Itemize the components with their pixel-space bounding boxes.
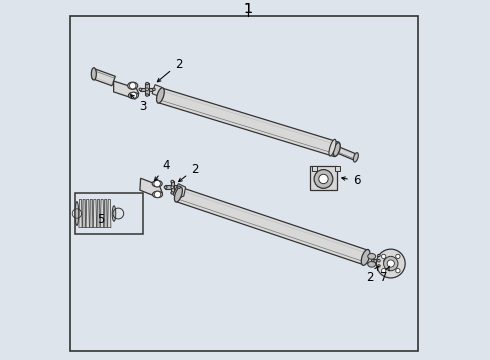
- Polygon shape: [97, 199, 100, 228]
- Ellipse shape: [139, 88, 142, 90]
- Polygon shape: [86, 199, 89, 228]
- Text: 1: 1: [244, 2, 252, 16]
- Text: 7: 7: [380, 266, 390, 284]
- Polygon shape: [114, 81, 139, 99]
- Circle shape: [382, 269, 386, 273]
- Polygon shape: [173, 184, 186, 199]
- Circle shape: [396, 269, 400, 273]
- Bar: [372, 259, 385, 262]
- Text: 2: 2: [157, 58, 182, 82]
- Polygon shape: [79, 199, 82, 228]
- Ellipse shape: [152, 191, 163, 198]
- Polygon shape: [104, 199, 107, 228]
- Bar: [312, 166, 317, 171]
- Bar: [171, 181, 174, 193]
- Ellipse shape: [171, 192, 173, 194]
- Ellipse shape: [128, 92, 139, 99]
- Circle shape: [387, 260, 394, 267]
- Ellipse shape: [178, 186, 180, 188]
- Ellipse shape: [361, 249, 370, 265]
- Polygon shape: [100, 199, 104, 228]
- Polygon shape: [108, 199, 111, 228]
- Ellipse shape: [146, 94, 148, 96]
- Ellipse shape: [164, 186, 167, 188]
- Ellipse shape: [152, 180, 162, 187]
- Circle shape: [319, 174, 328, 184]
- Polygon shape: [336, 147, 357, 160]
- Ellipse shape: [329, 139, 336, 156]
- Polygon shape: [140, 178, 162, 197]
- Ellipse shape: [378, 265, 380, 267]
- Ellipse shape: [91, 68, 97, 80]
- Ellipse shape: [156, 88, 164, 103]
- Circle shape: [382, 254, 386, 258]
- Text: 1: 1: [244, 2, 252, 16]
- Circle shape: [384, 256, 398, 271]
- Bar: [377, 255, 380, 266]
- Text: 2: 2: [179, 163, 198, 181]
- Ellipse shape: [152, 88, 155, 90]
- Bar: [335, 166, 341, 171]
- Ellipse shape: [174, 187, 182, 202]
- Ellipse shape: [75, 202, 79, 225]
- Circle shape: [130, 92, 137, 99]
- Circle shape: [378, 259, 380, 262]
- Polygon shape: [92, 69, 115, 86]
- Polygon shape: [158, 88, 339, 157]
- Ellipse shape: [353, 153, 358, 162]
- Bar: [75, 193, 144, 234]
- Ellipse shape: [128, 82, 138, 89]
- Bar: [146, 84, 149, 95]
- Ellipse shape: [171, 180, 173, 183]
- Ellipse shape: [333, 143, 340, 156]
- Polygon shape: [176, 187, 368, 265]
- Bar: [165, 185, 179, 189]
- Ellipse shape: [368, 261, 376, 267]
- Polygon shape: [82, 199, 86, 228]
- Text: 2: 2: [367, 266, 378, 284]
- Text: 3: 3: [131, 95, 146, 113]
- Bar: [140, 87, 154, 91]
- Bar: [310, 166, 337, 190]
- Circle shape: [376, 249, 405, 278]
- Circle shape: [154, 180, 160, 187]
- Ellipse shape: [146, 82, 148, 85]
- Polygon shape: [152, 85, 163, 95]
- Polygon shape: [364, 254, 374, 265]
- Circle shape: [171, 186, 174, 189]
- Circle shape: [146, 88, 148, 91]
- Circle shape: [314, 170, 333, 188]
- Polygon shape: [93, 199, 97, 228]
- Circle shape: [154, 191, 161, 198]
- Ellipse shape: [112, 206, 116, 221]
- Ellipse shape: [368, 253, 376, 259]
- Ellipse shape: [371, 260, 374, 262]
- Ellipse shape: [378, 255, 380, 257]
- Polygon shape: [90, 199, 93, 228]
- Text: 5: 5: [98, 213, 105, 226]
- Ellipse shape: [384, 260, 386, 262]
- Text: 4: 4: [155, 159, 171, 181]
- Text: 6: 6: [342, 174, 360, 187]
- Circle shape: [396, 254, 400, 258]
- Circle shape: [129, 82, 136, 89]
